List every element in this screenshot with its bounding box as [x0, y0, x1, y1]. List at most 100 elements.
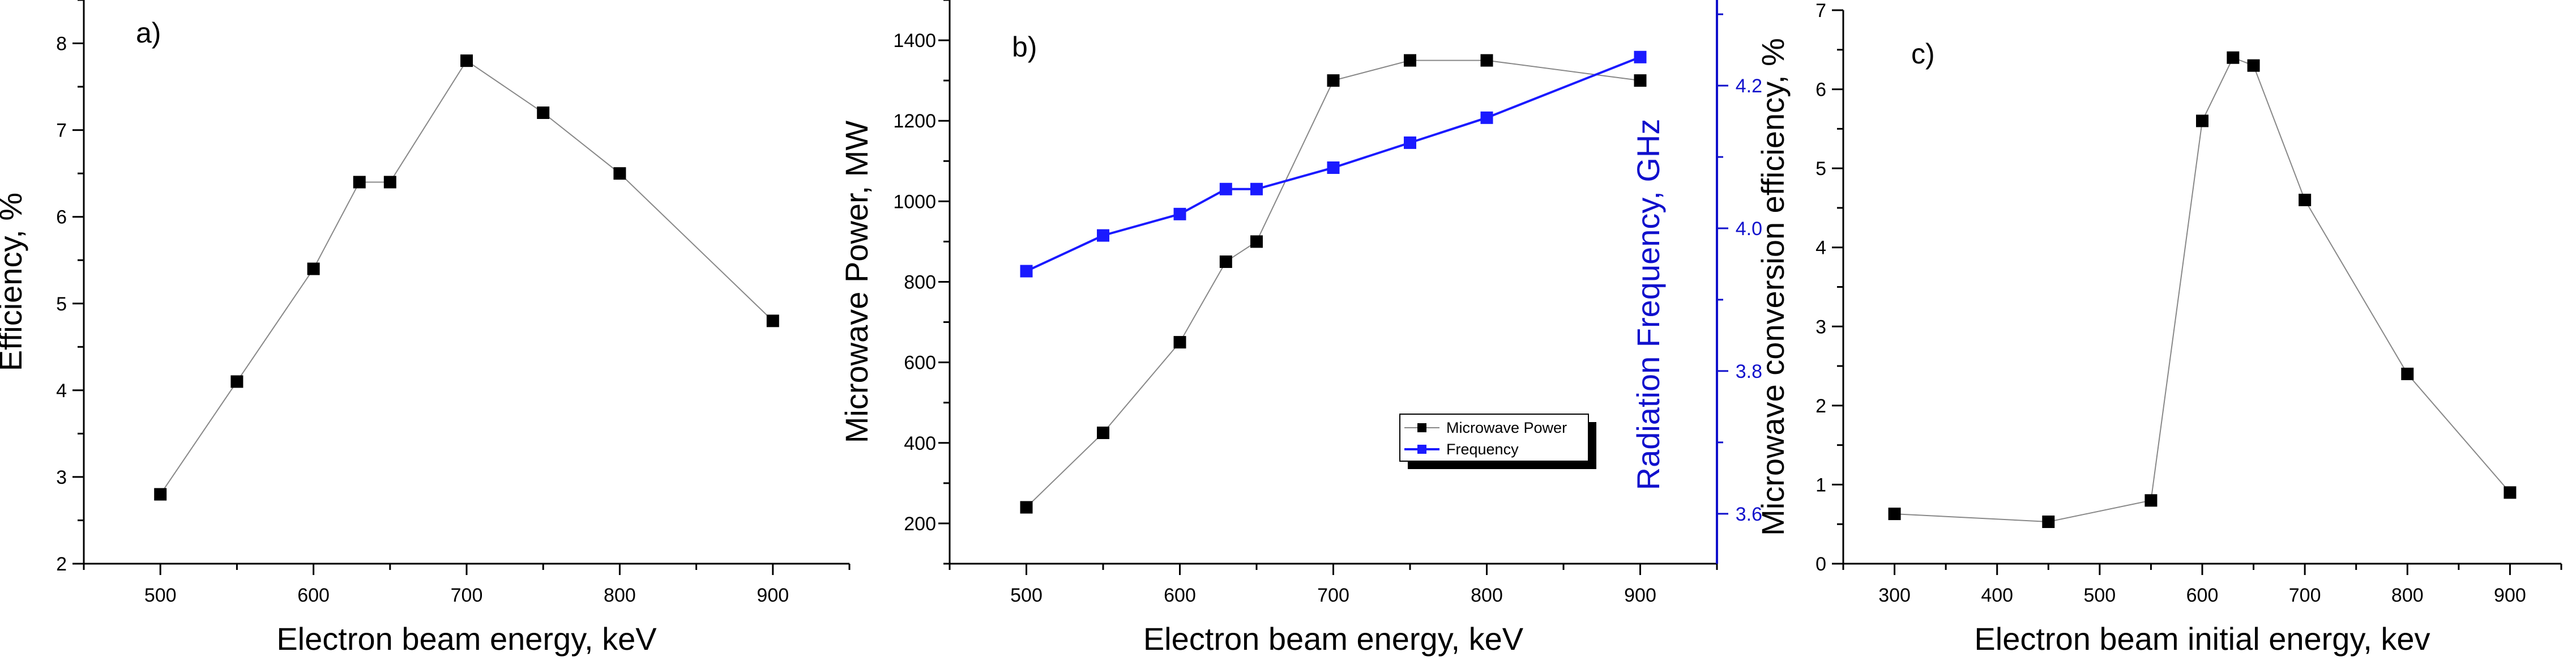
panel-label: c) — [1911, 38, 1935, 70]
data-point — [537, 107, 550, 119]
y-tick-label: 800 — [904, 272, 936, 293]
y-tick-label: 3 — [56, 467, 67, 488]
x-tick-label: 900 — [757, 585, 789, 606]
data-point — [1404, 136, 1416, 149]
legend-marker — [1417, 423, 1426, 432]
data-point — [2042, 516, 2055, 529]
y-tick-label: 600 — [904, 352, 936, 374]
data-point — [1097, 427, 1109, 440]
y-tick-label: 7 — [1815, 0, 1826, 22]
data-point — [1020, 501, 1033, 514]
data-point — [230, 375, 243, 388]
data-point — [1888, 508, 1901, 521]
data-point — [1173, 336, 1186, 349]
data-point — [460, 54, 473, 67]
y2-tick-label: 4.0 — [1736, 218, 1762, 240]
y-tick-label: 2 — [56, 553, 67, 575]
legend-box — [1399, 414, 1589, 462]
y-tick-label: 1200 — [893, 110, 936, 132]
data-point — [1634, 50, 1647, 63]
y-axis-title: Microwave Power, MW — [839, 121, 874, 444]
y2-tick-label: 3.6 — [1736, 504, 1762, 525]
data-point — [1020, 265, 1033, 278]
x-tick-label: 500 — [2083, 585, 2116, 606]
x-axis-title: Electron beam energy, keV — [1143, 621, 1524, 657]
y2-tick-label: 3.8 — [1736, 361, 1762, 382]
data-point — [1480, 54, 1493, 67]
data-point — [1097, 229, 1109, 242]
data-point — [2196, 114, 2208, 127]
data-point — [1327, 74, 1340, 87]
data-point — [2401, 368, 2414, 381]
panel-label: b) — [1012, 31, 1037, 63]
y-tick-label: 400 — [904, 433, 936, 454]
x-tick-label: 400 — [1981, 585, 2013, 606]
x-tick-label: 800 — [2391, 585, 2424, 606]
x-tick-label: 700 — [1317, 585, 1349, 606]
legend-label: Microwave Power — [1446, 419, 1567, 436]
data-point — [154, 488, 167, 501]
data-point — [353, 176, 366, 189]
legend: Microwave Power Frequency — [1399, 414, 1596, 469]
data-point — [1219, 182, 1232, 195]
data-point — [1634, 74, 1647, 87]
data-point — [2144, 494, 2158, 507]
legend-label: Frequency — [1446, 441, 1519, 458]
data-point — [383, 176, 396, 189]
data-point — [1327, 161, 1340, 174]
data-point — [2247, 59, 2260, 72]
data-point — [1404, 54, 1416, 67]
x-tick-label: 600 — [1164, 585, 1196, 606]
x-tick-label: 600 — [297, 585, 330, 606]
chart-panel-c: 300 400 500 600 700 800 900 0 1 2 3 4 5 6 7 Electron be… — [1755, 0, 2562, 657]
y2-tick-label: 4.2 — [1736, 75, 1762, 97]
x-tick-label: 300 — [1878, 585, 1911, 606]
y-tick-label: 2 — [1815, 395, 1826, 417]
x-tick-label: 900 — [1624, 585, 1656, 606]
data-point — [1173, 207, 1186, 220]
y-tick-label: 8 — [56, 33, 67, 55]
y-tick-label: 1 — [1815, 474, 1826, 496]
y-tick-label: 4 — [56, 380, 67, 402]
data-point — [766, 314, 779, 327]
y-axis-title: Efficiency, % — [0, 193, 28, 371]
x-tick-label: 800 — [604, 585, 636, 606]
x-axis-title: Electron beam energy, keV — [276, 621, 657, 657]
series-line-primary — [160, 59, 774, 495]
data-point — [2299, 193, 2312, 206]
data-point — [1219, 255, 1232, 268]
x-tick-label: 600 — [2186, 585, 2219, 606]
y-tick-label: 0 — [1815, 553, 1826, 575]
x-tick-label: 500 — [144, 585, 177, 606]
data-point — [1480, 111, 1493, 124]
data-point — [2504, 486, 2517, 499]
y-tick-label: 6 — [56, 207, 67, 228]
data-point — [1250, 182, 1263, 195]
x-tick-label: 700 — [451, 585, 483, 606]
x-tick-label: 700 — [2289, 585, 2321, 606]
y-tick-label: 1000 — [893, 191, 936, 212]
data-point — [613, 167, 626, 180]
legend-marker — [1417, 445, 1426, 454]
x-tick-label: 900 — [2494, 585, 2526, 606]
chart-panel-b: 500 600 700 800 900 200 400 600 800 1000 1200 1400 3… — [839, 0, 1762, 657]
chart-panel-a: 500 600 700 800 900 2 3 4 5 6 7 8 Electron beam ener… — [0, 0, 851, 657]
panel-label: a) — [136, 17, 161, 49]
y-tick-label: 1400 — [893, 30, 936, 52]
data-point — [2227, 51, 2240, 64]
y-tick-label: 3 — [1815, 316, 1826, 338]
data-point — [307, 262, 320, 275]
data-point — [1250, 235, 1263, 248]
x-axis-title: Electron beam initial energy, kev — [1974, 621, 2430, 657]
y2-axis-title: Radiation Frequency, GHz — [1630, 119, 1666, 491]
y-tick-label: 5 — [1815, 158, 1826, 180]
y-axis-title: Microwave conversion efficiency, % — [1755, 38, 1791, 536]
y-tick-label: 7 — [56, 120, 67, 142]
y-tick-label: 200 — [904, 513, 936, 535]
x-tick-label: 500 — [1010, 585, 1043, 606]
y-tick-label: 5 — [56, 293, 67, 315]
x-tick-label: 800 — [1471, 585, 1503, 606]
y-tick-label: 4 — [1815, 237, 1826, 259]
series-line-primary — [1894, 57, 2511, 523]
